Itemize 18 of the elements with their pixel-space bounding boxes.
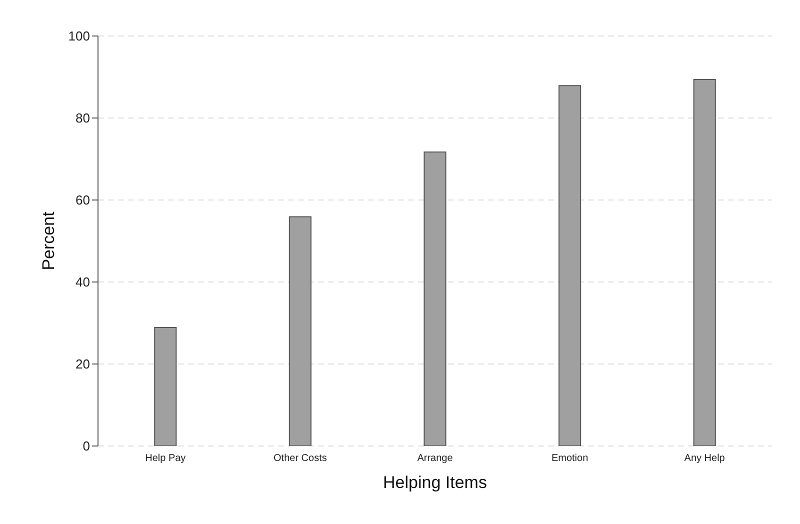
y-tick-label: 0: [82, 438, 90, 454]
bar: [424, 152, 446, 446]
y-tick-label: 60: [76, 192, 90, 208]
y-axis-title: Percent: [39, 211, 58, 270]
y-tick-label: 80: [76, 110, 90, 126]
x-tick-label: Other Costs: [274, 453, 327, 464]
y-tick-label: 100: [68, 28, 90, 44]
x-tick-label: Help Pay: [145, 453, 186, 464]
bar: [693, 78, 716, 446]
bar: [288, 216, 312, 446]
y-tick-label: 20: [76, 356, 90, 372]
bar: [558, 85, 582, 446]
y-tick-label: 40: [76, 274, 90, 290]
bar: [154, 327, 177, 446]
x-axis-title: Helping Items: [383, 473, 487, 492]
x-tick-label: Arrange: [417, 453, 454, 464]
x-tick-label: Any Help: [684, 453, 726, 464]
x-tick-label: Emotion: [551, 453, 588, 464]
